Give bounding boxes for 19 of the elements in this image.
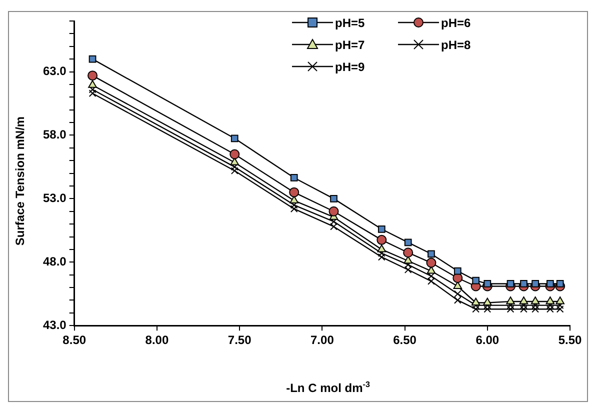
y-tick-label: 48.0 bbox=[42, 254, 67, 268]
x-axis-title: -Ln C mol dm$^{-3}$ bbox=[286, 380, 370, 395]
y-tick-label: 58.0 bbox=[42, 128, 67, 142]
y-tick-label: 63.0 bbox=[42, 64, 67, 78]
x-tick-label: 8.00 bbox=[145, 333, 169, 348]
x-tick-label: 8.50 bbox=[62, 333, 86, 348]
x-tick-label: 5.50 bbox=[558, 333, 582, 348]
legend-label: pH=7 bbox=[335, 38, 365, 52]
x-tick-label: 6.50 bbox=[393, 333, 417, 348]
y-axis-title: Surface Tension mN/m bbox=[13, 116, 27, 246]
y-tick-label: 53.0 bbox=[42, 190, 67, 205]
legend-label: pH=9 bbox=[335, 60, 365, 74]
legend-label: pH=6 bbox=[441, 16, 471, 30]
y-tick-label: 43.0 bbox=[42, 318, 67, 332]
x-tick-label: 7.50 bbox=[228, 333, 252, 348]
legend-label: pH=5 bbox=[335, 16, 365, 30]
legend-label: pH=8 bbox=[441, 38, 471, 52]
x-tick-label: 7.00 bbox=[310, 333, 334, 348]
x-tick-label: 6.00 bbox=[476, 333, 500, 348]
